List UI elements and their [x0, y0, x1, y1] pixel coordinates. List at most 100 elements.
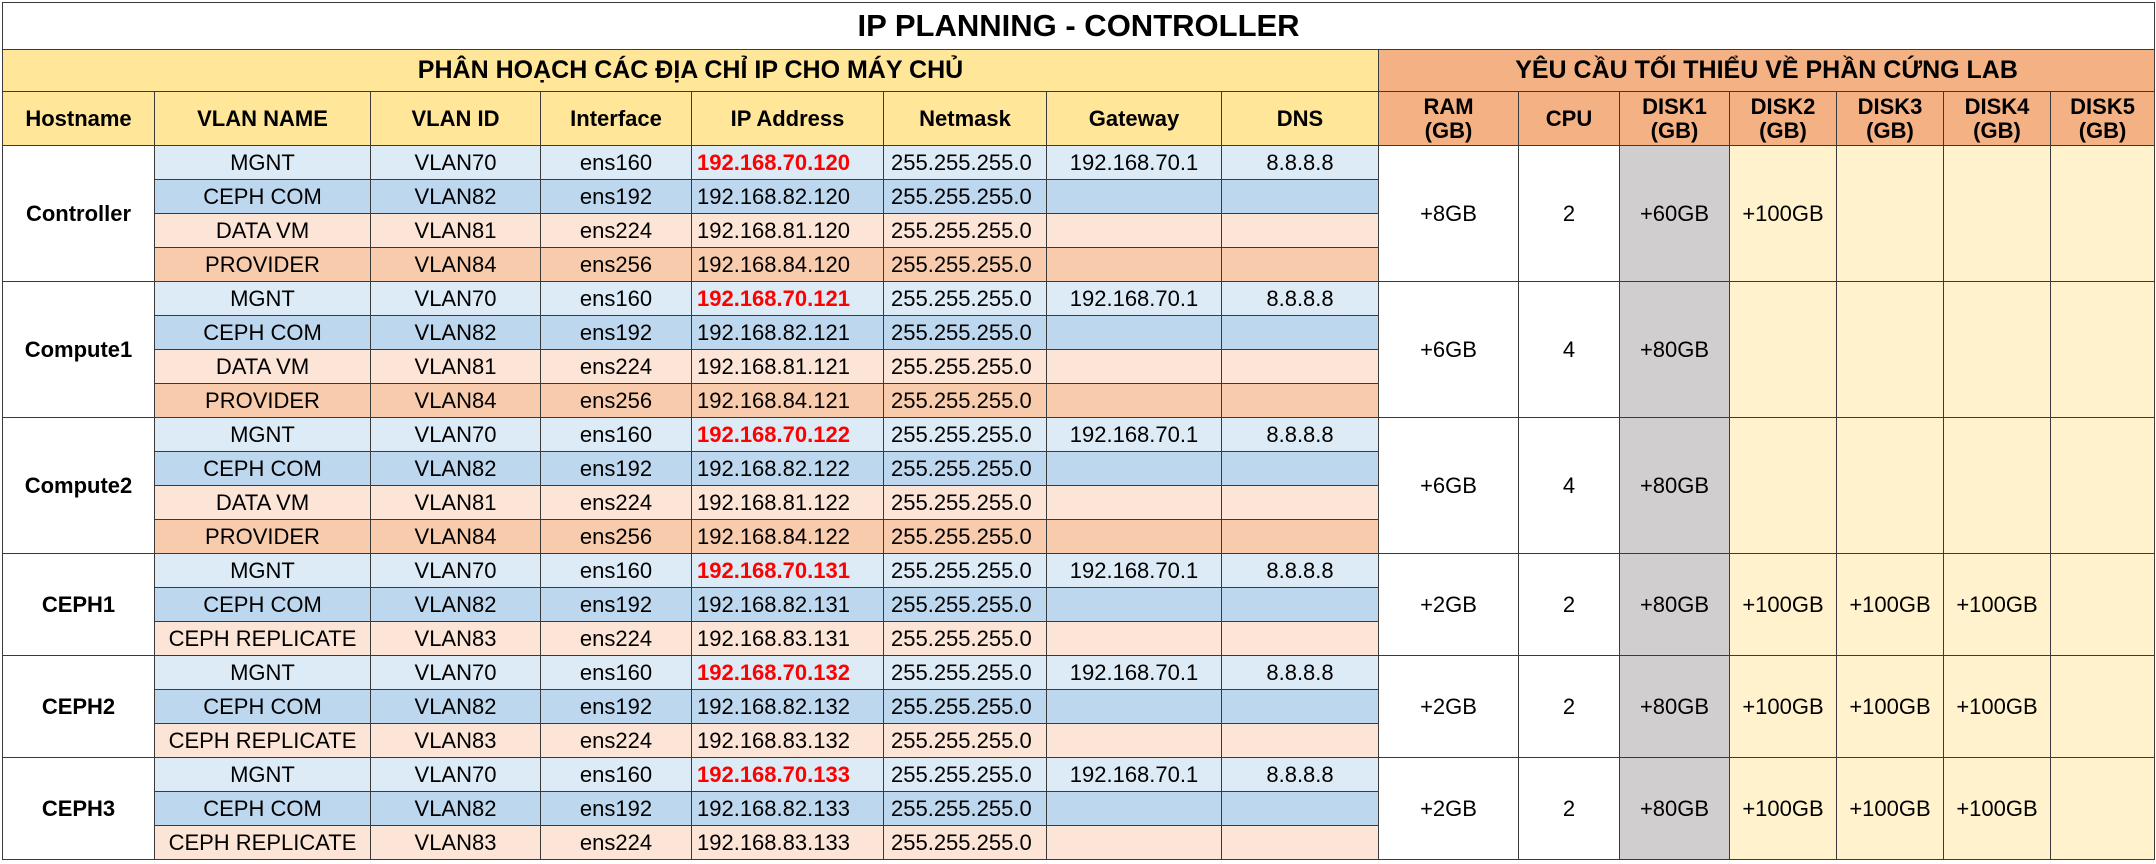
interface-cell[interactable]: ens160 [540, 553, 692, 588]
column-header[interactable]: VLAN NAME [154, 91, 371, 146]
disk2-cell[interactable]: +100GB [1729, 553, 1837, 656]
ip-address-cell[interactable]: 192.168.70.122 [691, 417, 884, 452]
netmask-cell[interactable]: 255.255.255.0 [883, 485, 1047, 520]
gateway-cell[interactable] [1046, 587, 1222, 622]
vlan-id-cell[interactable]: VLAN70 [370, 417, 541, 452]
vlan-name-cell[interactable]: CEPH REPLICATE [154, 825, 371, 860]
ip-address-cell[interactable]: 192.168.81.122 [691, 485, 884, 520]
gateway-cell[interactable] [1046, 689, 1222, 724]
cpu-cell[interactable]: 2 [1518, 655, 1620, 758]
vlan-id-cell[interactable]: VLAN82 [370, 315, 541, 350]
gateway-cell[interactable]: 192.168.70.1 [1046, 145, 1222, 180]
column-header[interactable]: Interface [540, 91, 692, 146]
dns-cell[interactable]: 8.8.8.8 [1221, 145, 1379, 180]
dns-cell[interactable] [1221, 825, 1379, 860]
vlan-name-cell[interactable]: CEPH COM [154, 315, 371, 350]
vlan-name-cell[interactable]: MGNT [154, 553, 371, 588]
vlan-id-cell[interactable]: VLAN83 [370, 723, 541, 758]
vlan-name-cell[interactable]: PROVIDER [154, 247, 371, 282]
disk1-cell[interactable]: +80GB [1619, 553, 1730, 656]
interface-cell[interactable]: ens224 [540, 621, 692, 656]
gateway-cell[interactable]: 192.168.70.1 [1046, 281, 1222, 316]
vlan-id-cell[interactable]: VLAN84 [370, 519, 541, 554]
dns-cell[interactable] [1221, 791, 1379, 826]
interface-cell[interactable]: ens224 [540, 723, 692, 758]
ip-address-cell[interactable]: 192.168.70.121 [691, 281, 884, 316]
vlan-name-cell[interactable]: CEPH COM [154, 179, 371, 214]
hw-section-title[interactable]: YÊU CẦU TỐI THIỂU VỀ PHẦN CỨNG LAB [1377, 49, 2156, 92]
dns-cell[interactable] [1221, 587, 1379, 622]
interface-cell[interactable]: ens192 [540, 587, 692, 622]
hostname-cell[interactable]: Controller [2, 145, 155, 282]
vlan-name-cell[interactable]: DATA VM [154, 349, 371, 384]
disk4-cell[interactable] [1943, 417, 2051, 554]
dns-cell[interactable] [1221, 519, 1379, 554]
cpu-cell[interactable]: 4 [1518, 281, 1620, 418]
vlan-name-cell[interactable]: CEPH COM [154, 791, 371, 826]
gateway-cell[interactable] [1046, 349, 1222, 384]
disk4-cell[interactable] [1943, 281, 2051, 418]
netmask-cell[interactable]: 255.255.255.0 [883, 689, 1047, 724]
ip-address-cell[interactable]: 192.168.82.132 [691, 689, 884, 724]
gateway-cell[interactable] [1046, 213, 1222, 248]
column-header[interactable]: IP Address [691, 91, 884, 146]
gateway-cell[interactable] [1046, 485, 1222, 520]
hw-column-header[interactable]: DISK3 (GB) [1836, 91, 1944, 146]
vlan-name-cell[interactable]: CEPH COM [154, 587, 371, 622]
cpu-cell[interactable]: 2 [1518, 145, 1620, 282]
hw-column-header[interactable]: DISK2 (GB) [1729, 91, 1837, 146]
cpu-cell[interactable]: 4 [1518, 417, 1620, 554]
sheet-title[interactable]: IP PLANNING - CONTROLLER [1, 2, 2156, 50]
column-header[interactable]: VLAN ID [370, 91, 541, 146]
interface-cell[interactable]: ens224 [540, 825, 692, 860]
disk1-cell[interactable]: +80GB [1619, 281, 1730, 418]
ip-address-cell[interactable]: 192.168.83.132 [691, 723, 884, 758]
disk4-cell[interactable]: +100GB [1943, 757, 2051, 860]
gateway-cell[interactable]: 192.168.70.1 [1046, 655, 1222, 690]
vlan-name-cell[interactable]: MGNT [154, 145, 371, 180]
interface-cell[interactable]: ens192 [540, 451, 692, 486]
netmask-cell[interactable]: 255.255.255.0 [883, 213, 1047, 248]
vlan-name-cell[interactable]: DATA VM [154, 213, 371, 248]
ip-address-cell[interactable]: 192.168.70.133 [691, 757, 884, 792]
gateway-cell[interactable] [1046, 621, 1222, 656]
disk5-cell[interactable] [2049, 417, 2156, 554]
disk1-cell[interactable]: +80GB [1619, 757, 1730, 860]
interface-cell[interactable]: ens160 [540, 281, 692, 316]
vlan-id-cell[interactable]: VLAN82 [370, 179, 541, 214]
ip-address-cell[interactable]: 192.168.70.120 [691, 145, 884, 180]
dns-cell[interactable] [1221, 723, 1379, 758]
netmask-cell[interactable]: 255.255.255.0 [883, 281, 1047, 316]
netmask-cell[interactable]: 255.255.255.0 [883, 791, 1047, 826]
vlan-name-cell[interactable]: CEPH COM [154, 689, 371, 724]
vlan-name-cell[interactable]: CEPH COM [154, 451, 371, 486]
vlan-id-cell[interactable]: VLAN70 [370, 553, 541, 588]
ip-address-cell[interactable]: 192.168.82.121 [691, 315, 884, 350]
ip-address-cell[interactable]: 192.168.84.120 [691, 247, 884, 282]
disk2-cell[interactable] [1729, 417, 1837, 554]
interface-cell[interactable]: ens256 [540, 383, 692, 418]
dns-cell[interactable] [1221, 621, 1379, 656]
ram-cell[interactable]: +8GB [1378, 145, 1519, 282]
interface-cell[interactable]: ens224 [540, 485, 692, 520]
vlan-id-cell[interactable]: VLAN81 [370, 349, 541, 384]
interface-cell[interactable]: ens224 [540, 213, 692, 248]
ip-address-cell[interactable]: 192.168.70.131 [691, 553, 884, 588]
ram-cell[interactable]: +2GB [1378, 655, 1519, 758]
ip-section-title[interactable]: PHÂN HOẠCH CÁC ĐỊA CHỈ IP CHO MÁY CHỦ [2, 49, 1379, 92]
dns-cell[interactable]: 8.8.8.8 [1221, 655, 1379, 690]
vlan-id-cell[interactable]: VLAN81 [370, 213, 541, 248]
interface-cell[interactable]: ens192 [540, 791, 692, 826]
disk2-cell[interactable]: +100GB [1729, 655, 1837, 758]
hw-column-header[interactable]: RAM (GB) [1378, 91, 1519, 146]
dns-cell[interactable] [1221, 247, 1379, 282]
disk4-cell[interactable] [1943, 145, 2051, 282]
dns-cell[interactable] [1221, 179, 1379, 214]
dns-cell[interactable] [1221, 485, 1379, 520]
vlan-name-cell[interactable]: MGNT [154, 655, 371, 690]
netmask-cell[interactable]: 255.255.255.0 [883, 553, 1047, 588]
vlan-id-cell[interactable]: VLAN83 [370, 825, 541, 860]
netmask-cell[interactable]: 255.255.255.0 [883, 417, 1047, 452]
netmask-cell[interactable]: 255.255.255.0 [883, 621, 1047, 656]
netmask-cell[interactable]: 255.255.255.0 [883, 349, 1047, 384]
